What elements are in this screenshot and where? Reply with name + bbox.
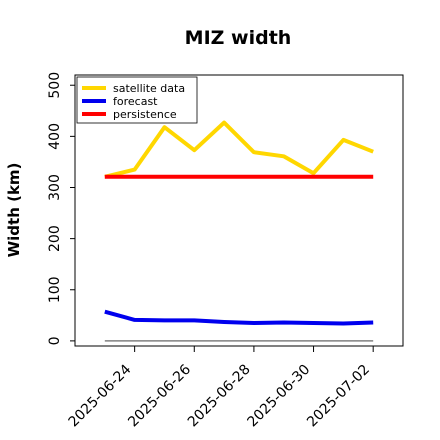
series-layer (104, 120, 374, 342)
y-tick-label: 500 (47, 72, 63, 99)
y-tick-label: 100 (47, 276, 63, 303)
series-line-satellite-data (104, 120, 374, 179)
x-tick-label: 2025-06-30 (245, 362, 314, 431)
legend-label-persistence: persistence (113, 108, 177, 121)
series-line-forecast (104, 309, 374, 326)
y-tick-label: 300 (47, 174, 63, 201)
chart-title: MIZ width (185, 27, 292, 49)
y-tick-label: 0 (47, 336, 63, 345)
x-tick-label: 2025-06-24 (66, 361, 135, 430)
legend-label-forecast: forecast (113, 95, 158, 108)
axes-layer: 01002003004005002025-06-242025-06-262025… (47, 72, 374, 431)
y-tick-label: 400 (47, 123, 63, 150)
y-tick-label: 200 (47, 225, 63, 252)
legend-label-satellite-data: satellite data (113, 82, 185, 95)
x-tick-label: 2025-07-02 (304, 362, 373, 431)
plot-frame (74, 74, 404, 347)
y-axis-label: Width (km) (5, 163, 23, 258)
x-tick-label: 2025-06-28 (185, 362, 254, 431)
x-tick-label: 2025-06-26 (125, 361, 194, 430)
